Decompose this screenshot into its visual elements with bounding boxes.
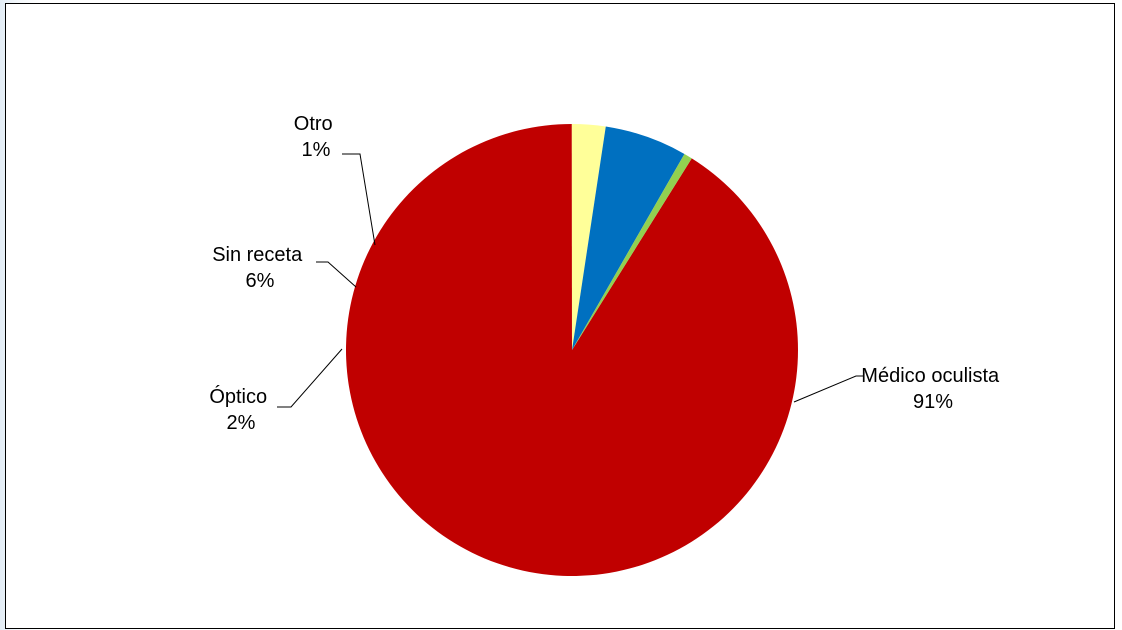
slice-label-medico-oculista: Médico oculista 91% — [861, 365, 1004, 413]
leader-line-optico — [277, 348, 343, 408]
leader-lines — [277, 153, 864, 408]
pie-slice-medico-oculista — [346, 124, 798, 576]
chart-area: Médico oculista 91% Óptico 2% Sin receta… — [5, 3, 1115, 629]
slice-name-sin-receta: Sin receta — [212, 244, 303, 266]
slice-name-otro: Otro — [294, 113, 333, 135]
pie-chart: Médico oculista 91% Óptico 2% Sin receta… — [209, 113, 1004, 576]
leader-line-sin-receta — [316, 261, 357, 288]
pie-slice-otro — [572, 153, 692, 350]
leader-line-medico-oculista — [793, 375, 864, 403]
pie-slice-sin-receta — [572, 126, 685, 350]
slice-label-optico: Óptico 2% — [209, 385, 272, 434]
slice-percent-otro: 1% — [302, 139, 331, 161]
slice-label-sin-receta: Sin receta 6% — [212, 244, 308, 292]
slice-label-otro: Otro 1% — [294, 113, 338, 161]
slice-percent-medico-oculista: 91% — [913, 391, 953, 413]
pie-slices — [346, 123, 798, 576]
slice-labels: Médico oculista 91% Óptico 2% Sin receta… — [209, 113, 1004, 434]
slice-name-medico-oculista: Médico oculista — [861, 365, 1000, 387]
leader-line-otro — [342, 153, 376, 246]
slice-percent-optico: 2% — [227, 412, 256, 434]
pie-slice-optico — [571, 123, 606, 350]
slice-name-optico: Óptico — [209, 385, 267, 408]
slice-percent-sin-receta: 6% — [246, 270, 275, 292]
